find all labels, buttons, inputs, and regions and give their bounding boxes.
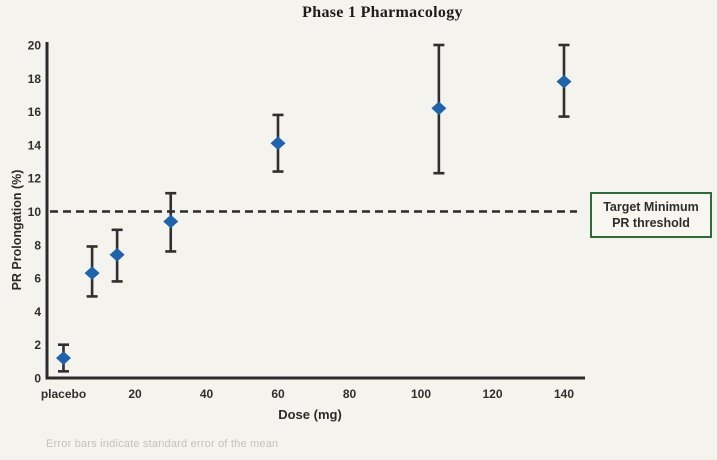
x-tick-label: 140 (554, 387, 574, 401)
chart-title: Phase 1 Pharmacology (302, 4, 463, 21)
y-tick-label: 12 (28, 172, 42, 186)
threshold-annotation-line2: PR threshold (612, 216, 690, 230)
y-tick-label: 18 (28, 72, 42, 86)
x-tick-label: 40 (200, 387, 214, 401)
threshold-annotation-box: Target Minimum PR threshold (590, 192, 712, 238)
y-tick-label: 10 (28, 205, 42, 219)
y-tick-label: 0 (34, 372, 41, 386)
y-tick-label: 4 (34, 305, 41, 319)
x-tick-label: 80 (343, 387, 357, 401)
y-axis-title: PR Prolongation (%) (10, 169, 24, 291)
data-point-diamond (270, 136, 286, 151)
x-axis-title: Dose (mg) (278, 407, 342, 422)
error-bar-footnote: Error bars indicate standard error of th… (46, 438, 279, 450)
y-tick-label: 8 (34, 238, 41, 252)
x-tick-label: 20 (128, 387, 142, 401)
data-point-diamond (556, 74, 572, 89)
y-tick-label: 16 (28, 105, 42, 119)
data-point-diamond (84, 266, 100, 280)
y-tick-label: 14 (28, 138, 42, 152)
data-point-diamond (56, 351, 71, 365)
y-tick-label: 6 (34, 272, 41, 286)
x-tick-label: 100 (411, 387, 431, 401)
data-point-diamond (431, 101, 447, 116)
y-tick-label: 20 (28, 39, 42, 53)
threshold-annotation-line1: Target Minimum (603, 199, 699, 214)
y-tick-label: 2 (34, 338, 41, 352)
data-point-diamond (163, 214, 179, 229)
x-tick-label: 120 (482, 387, 502, 401)
x-tick-label: placebo (41, 387, 86, 401)
x-tick-label: 60 (271, 387, 285, 401)
data-point-diamond (109, 247, 125, 262)
